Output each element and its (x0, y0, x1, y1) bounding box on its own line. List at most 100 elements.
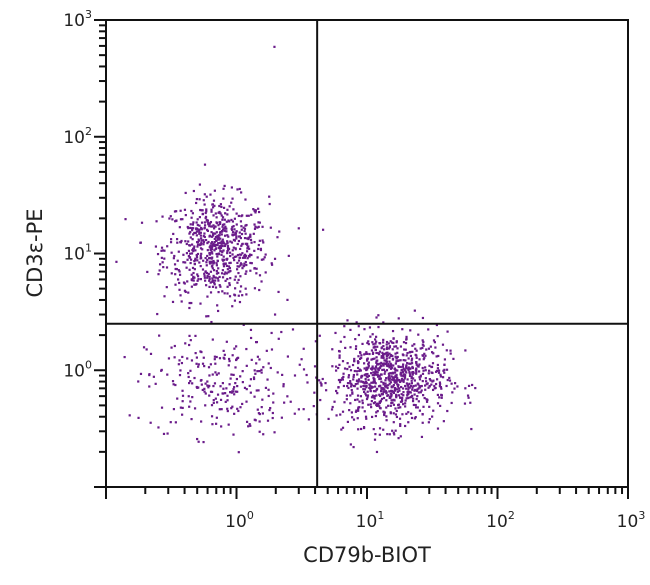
data-point (376, 363, 379, 366)
data-point (218, 204, 221, 208)
data-point (321, 228, 325, 231)
data-point (364, 377, 367, 381)
data-point (230, 241, 234, 244)
data-point (219, 203, 222, 206)
data-point (174, 421, 177, 424)
data-point (436, 393, 439, 397)
data-point (379, 407, 382, 410)
data-point (166, 432, 169, 435)
data-point (387, 347, 390, 350)
data-point (198, 183, 202, 186)
data-point (170, 251, 173, 254)
data-point (420, 435, 424, 439)
data-point (226, 234, 229, 237)
data-point (230, 407, 233, 410)
data-point (431, 388, 435, 392)
data-point (374, 365, 378, 368)
data-point (173, 210, 177, 213)
data-point (186, 357, 189, 360)
data-point (208, 275, 211, 278)
data-point (236, 242, 239, 246)
data-point (413, 379, 416, 382)
data-point (331, 405, 334, 409)
data-point (233, 217, 236, 220)
x-tick-label: 100 (225, 509, 254, 532)
data-point (369, 384, 372, 387)
data-point (427, 328, 430, 331)
data-point (359, 385, 363, 388)
data-point (269, 366, 272, 370)
data-point (229, 240, 232, 243)
data-point (380, 361, 383, 364)
data-point (238, 231, 241, 234)
data-point (240, 228, 243, 231)
data-point (346, 362, 349, 365)
data-point (360, 375, 363, 378)
data-point (367, 374, 371, 378)
data-point (347, 374, 351, 377)
data-point (302, 408, 305, 411)
data-point (208, 394, 211, 397)
data-point (190, 243, 194, 246)
data-point (173, 344, 176, 348)
data-point (452, 357, 455, 360)
data-point (428, 364, 431, 367)
data-point (415, 372, 418, 375)
data-point (391, 354, 394, 358)
data-point (218, 227, 221, 230)
data-point (402, 341, 406, 344)
data-point (446, 330, 449, 333)
data-point (235, 377, 239, 381)
data-point (376, 345, 379, 348)
data-point (396, 379, 399, 382)
data-point (394, 355, 397, 358)
data-point (241, 243, 244, 246)
data-point (161, 215, 164, 218)
data-point (463, 402, 467, 405)
data-point (467, 396, 470, 399)
data-point (395, 380, 398, 384)
data-point (270, 262, 273, 265)
data-point (206, 254, 209, 258)
data-point (196, 218, 199, 221)
data-point (382, 428, 385, 431)
data-point (225, 340, 228, 343)
data-point (367, 361, 370, 364)
data-point (158, 263, 162, 266)
data-point (368, 352, 371, 356)
data-point (208, 277, 211, 281)
data-point (211, 423, 214, 426)
data-point (361, 342, 364, 346)
data-point (249, 261, 252, 265)
data-point (245, 388, 248, 391)
data-point (371, 374, 374, 377)
data-point (214, 371, 217, 374)
data-point (370, 349, 374, 352)
data-point (359, 369, 362, 372)
data-point (280, 330, 283, 334)
data-point (350, 382, 353, 386)
data-point (196, 240, 200, 244)
data-point (233, 386, 236, 389)
data-point (393, 367, 396, 370)
data-point (212, 269, 216, 272)
data-point (194, 352, 197, 355)
data-point (396, 385, 400, 388)
data-point (405, 382, 408, 385)
data-point (203, 272, 206, 275)
data-point (388, 356, 391, 359)
data-point (176, 259, 179, 262)
data-point (187, 254, 190, 258)
data-point (161, 249, 165, 252)
data-point (178, 359, 181, 362)
data-point (206, 229, 210, 233)
data-point (232, 433, 235, 436)
data-point (174, 273, 177, 276)
data-point (250, 253, 253, 257)
data-point (390, 386, 393, 389)
data-point (243, 236, 247, 240)
data-point (286, 395, 289, 398)
data-point (214, 397, 217, 400)
data-point (394, 381, 397, 384)
data-point (415, 370, 418, 374)
